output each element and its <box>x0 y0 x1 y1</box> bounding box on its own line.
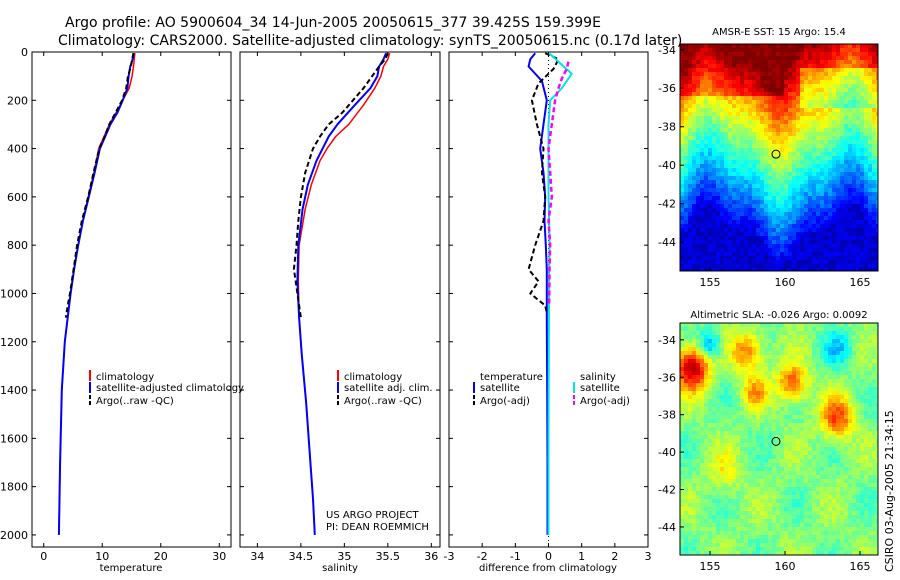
y-tick-label: -40 <box>658 446 676 459</box>
y-tick-label: -40 <box>658 159 676 172</box>
y-tick-label: 1000 <box>0 287 28 300</box>
y-tick-label: -36 <box>658 371 676 384</box>
y-tick-label: -36 <box>658 82 676 95</box>
temperature-xlabel: temperature <box>100 563 163 574</box>
series-satellite-adj-clim- <box>296 52 388 535</box>
series-temperature-satellite <box>527 52 549 535</box>
legend-climatology: climatology <box>344 372 402 383</box>
temperature-plot: 0 10 20 30 0 200 400 600 800 1000 1200 1400 1600 1800… <box>0 46 231 563</box>
y-tick-label: 1200 <box>0 336 28 349</box>
difference-legend-temperature: temperature satellite Argo(-adj) <box>473 372 543 407</box>
sla-map-axes: 155 160 165 -34 -36 -38 -40 -42 -44 <box>658 334 870 573</box>
salinity-legend: climatology satellite adj. clim. Argo(..… <box>337 370 433 407</box>
difference-legend-salinity: salinity satellite Argo(-adj) <box>573 372 630 407</box>
project-annotation: US ARGO PROJECT <box>326 510 420 521</box>
legend-argo: Argo(..raw -QC) <box>96 396 174 407</box>
legend-sal-argo: Argo(-adj) <box>580 396 630 407</box>
legend-satellite: satellite adj. clim. <box>344 383 433 394</box>
temperature-legend: climatology satellite-adjusted climatolo… <box>89 370 244 407</box>
legend-temp-satellite: satellite <box>480 383 520 394</box>
series-argo-raw-qc- <box>292 52 389 318</box>
legend-sal-satellite: satellite <box>580 383 620 394</box>
x-tick-label: 160 <box>775 276 796 289</box>
x-tick-label: 2 <box>611 550 618 563</box>
legend-salinity-title: salinity <box>580 372 616 383</box>
x-tick-label: 36 <box>424 550 438 563</box>
x-tick-label: 3 <box>645 550 652 563</box>
y-tick-label: 1800 <box>0 481 28 494</box>
y-tick-label: -44 <box>658 521 676 534</box>
legend-satellite: satellite-adjusted climatology <box>96 383 244 394</box>
sst-map-frame <box>679 43 879 272</box>
x-tick-label: 160 <box>775 560 796 573</box>
sst-map-axes: 155 160 165 -34 -36 -38 -40 -42 -44 <box>658 44 870 289</box>
argo-float-marker <box>771 436 781 446</box>
x-tick-label: -3 <box>444 550 455 563</box>
x-tick-label: 155 <box>700 276 721 289</box>
temperature-axes <box>31 51 232 548</box>
y-tick-label: 0 <box>21 46 28 59</box>
y-tick-label: 200 <box>7 94 28 107</box>
y-tick-label: 600 <box>7 191 28 204</box>
csiro-timestamp: CSIRO 03-Aug-2005 21:34:15 <box>883 410 896 572</box>
x-tick-label: 10 <box>95 550 109 563</box>
sla-map-frame <box>679 322 879 556</box>
y-tick-label: -38 <box>658 121 676 134</box>
y-tick-label: -34 <box>658 334 676 347</box>
y-tick-label: -34 <box>658 44 676 57</box>
salinity-axes <box>239 51 441 548</box>
y-tick-label: -42 <box>658 198 676 211</box>
title-line-1: Argo profile: AO 5900604_34 14-Jun-2005 … <box>65 15 601 31</box>
x-tick-label: 0 <box>40 550 47 563</box>
y-tick-label: -44 <box>658 236 676 249</box>
sla-map-image <box>680 323 878 555</box>
y-tick-label: 400 <box>7 143 28 156</box>
series-salinity-satellite <box>547 52 573 535</box>
x-tick-label: -2 <box>477 550 488 563</box>
title-line-2: Climatology: CARS2000. Satellite-adjuste… <box>58 33 682 49</box>
y-tick-label: 800 <box>7 239 28 252</box>
x-tick-label: -1 <box>510 550 521 563</box>
x-tick-label: 35 <box>337 550 351 563</box>
x-tick-label: 20 <box>154 550 168 563</box>
x-tick-label: 30 <box>212 550 226 563</box>
legend-argo: Argo(..raw -QC) <box>344 396 422 407</box>
x-tick-label: 1 <box>578 550 585 563</box>
legend-temperature-title: temperature <box>480 372 543 383</box>
pi-annotation: PI: DEAN ROEMMICH <box>326 522 429 533</box>
salinity-plot: 34 34.5 35 35.5 36 <box>240 51 440 563</box>
y-tick-label: -38 <box>658 409 676 422</box>
argo-float-marker <box>771 149 781 159</box>
series-climatology <box>297 52 391 535</box>
y-tick-label: 1600 <box>0 432 28 445</box>
y-tick-label: 1400 <box>0 384 28 397</box>
difference-plot: -3 -2 -1 0 1 2 3 <box>444 51 652 563</box>
x-tick-label: 35.5 <box>376 550 401 563</box>
legend-climatology: climatology <box>96 372 154 383</box>
series-argo-raw-qc- <box>64 53 135 318</box>
y-tick-label: -42 <box>658 484 676 497</box>
sla-map-title: Altimetric SLA: -0.026 Argo: 0.0092 <box>690 310 867 321</box>
x-tick-label: 0 <box>545 550 552 563</box>
x-tick-label: 165 <box>850 560 871 573</box>
series-temperature-argo-adj- <box>527 52 560 314</box>
x-tick-label: 34 <box>250 550 264 563</box>
difference-xlabel: difference from climatology <box>479 563 617 574</box>
salinity-xlabel: salinity <box>322 563 358 574</box>
y-tick-label: 2000 <box>0 529 28 542</box>
x-tick-label: 165 <box>850 276 871 289</box>
legend-temp-argo: Argo(-adj) <box>480 396 530 407</box>
series-salinity-argo-adj- <box>547 61 570 306</box>
x-tick-label: 155 <box>700 560 721 573</box>
x-tick-label: 34.5 <box>289 550 314 563</box>
sst-map-title: AMSR-E SST: 15 Argo: 15.4 <box>712 27 846 38</box>
sst-map-image <box>680 44 878 271</box>
